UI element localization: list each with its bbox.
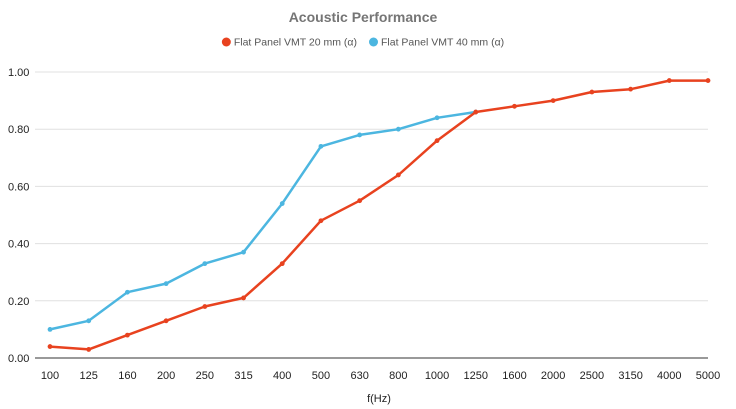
y-tick-label: 0.80 — [8, 124, 29, 136]
data-point — [550, 98, 556, 103]
legend-label: Flat Panel VMT 20 mm (α) — [234, 37, 357, 49]
data-point — [512, 103, 517, 109]
data-point — [202, 304, 208, 309]
data-point — [279, 261, 285, 267]
y-tick-label: 0.40 — [8, 239, 29, 251]
x-tick-label: 250 — [196, 370, 214, 382]
x-tick-label: 2000 — [541, 370, 565, 382]
data-point — [357, 198, 363, 204]
legend-item: Flat Panel VMT 20 mm (α) — [221, 37, 357, 49]
data-point — [163, 318, 169, 324]
x-tick-label: 400 — [273, 370, 291, 382]
y-tick-label: 0.20 — [8, 296, 29, 308]
series-line — [48, 110, 478, 331]
legend-label: Flat Panel VMT 40 mm (α) — [381, 37, 504, 49]
data-point — [47, 344, 53, 349]
chart-title: Acoustic Performance — [289, 9, 438, 25]
y-tick-label: 1.00 — [8, 67, 29, 79]
x-tick-label: 1600 — [502, 370, 526, 382]
x-tick-label: 3150 — [618, 370, 642, 382]
series-line — [48, 79, 710, 351]
data-point — [47, 327, 53, 332]
data-point — [628, 86, 633, 92]
data-point — [395, 172, 401, 178]
x-tick-label: 2500 — [580, 370, 604, 382]
x-tick-label: 4000 — [657, 370, 681, 382]
data-point — [705, 78, 711, 83]
x-tick-label: 1250 — [464, 370, 488, 382]
gridlines — [35, 71, 708, 359]
data-point — [279, 201, 285, 206]
data-point — [125, 332, 130, 338]
x-tick-label: 200 — [157, 370, 175, 382]
y-tick-label: 0.60 — [8, 181, 29, 193]
data-point — [666, 78, 672, 83]
x-axis-title: f(Hz) — [367, 393, 391, 405]
data-point — [125, 289, 130, 295]
data-point — [395, 126, 401, 132]
x-tick-label: 1000 — [425, 370, 449, 382]
data-point — [434, 138, 440, 144]
data-point — [434, 115, 440, 121]
data-point — [163, 281, 169, 287]
data-point — [589, 89, 595, 95]
data-point — [318, 218, 324, 224]
x-tick-label: 315 — [234, 370, 252, 382]
x-tick-label: 125 — [80, 370, 98, 382]
x-tick-label: 630 — [350, 370, 368, 382]
data-point — [86, 318, 92, 324]
data-point — [86, 347, 92, 352]
y-axis: 0.00 0.20 0.40 0.60 0.80 1.00 — [8, 67, 29, 365]
series-layer — [47, 78, 711, 352]
data-point — [241, 249, 246, 255]
x-tick-label: 500 — [312, 370, 330, 382]
legend-item: Flat Panel VMT 40 mm (α) — [369, 37, 504, 49]
y-tick-label: 0.00 — [8, 353, 29, 365]
series-2 — [47, 109, 479, 332]
data-point — [318, 143, 324, 149]
x-tick-label: 100 — [41, 370, 59, 382]
data-point — [357, 132, 363, 138]
series-1 — [47, 78, 711, 352]
x-tick-label: 800 — [389, 370, 407, 382]
data-point — [473, 109, 479, 115]
legend-marker — [369, 37, 378, 47]
legend: Flat Panel VMT 20 mm (α) Flat Panel VMT 4… — [221, 37, 504, 49]
x-axis: 100 125 160 200 250 315 400 500 630 800 1000 1250 16… — [41, 370, 720, 382]
data-point — [241, 295, 246, 301]
x-tick-label: 5000 — [696, 370, 720, 382]
x-tick-label: 160 — [118, 370, 136, 382]
legend-marker — [221, 37, 231, 47]
data-point — [202, 261, 208, 267]
